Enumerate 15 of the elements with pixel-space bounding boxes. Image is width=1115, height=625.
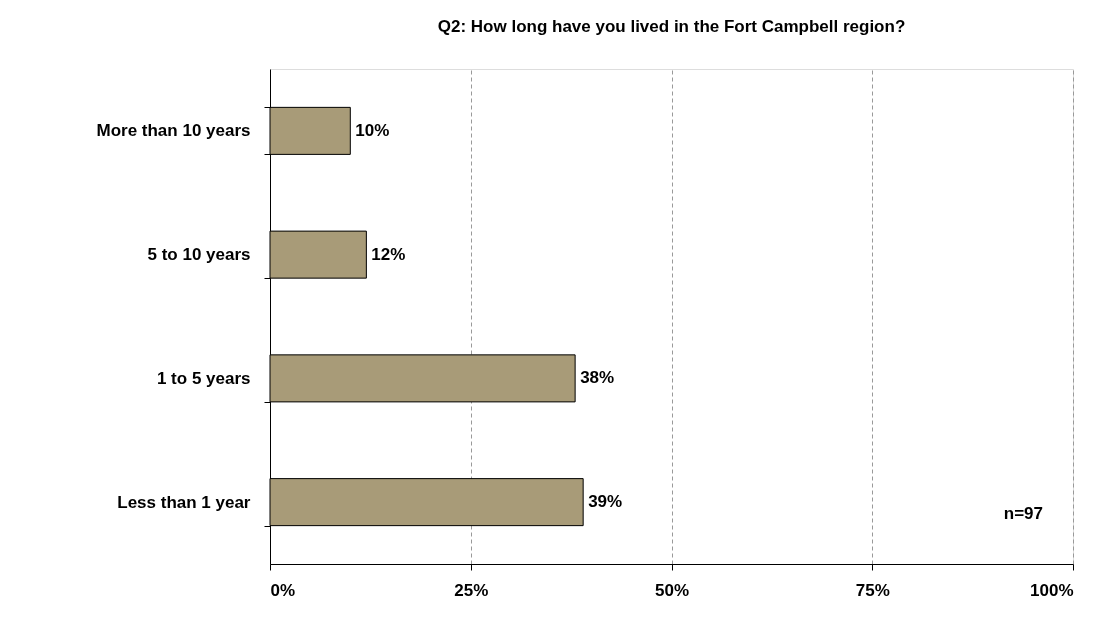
y-tick-label: 5 to 10 years — [147, 245, 251, 265]
x-tick-label: 75% — [855, 580, 890, 600]
y-tick-label: More than 10 years — [96, 121, 251, 141]
annotation: n=97 — [1003, 504, 1043, 523]
chart-title: Q2: How long have you lived in the Fort Campbell region? — [437, 17, 906, 36]
x-tick-label: 0% — [270, 580, 296, 600]
x-tick-label: 25% — [454, 580, 489, 600]
x-tick-label: 100% — [1030, 580, 1074, 600]
data-label: 39% — [588, 492, 623, 512]
data-label: 10% — [355, 120, 390, 140]
y-tick-label: 1 to 5 years — [156, 368, 251, 388]
data-label: 12% — [371, 244, 406, 264]
x-tick-label: 50% — [654, 580, 690, 600]
data-label: 38% — [580, 368, 615, 388]
y-tick-label: Less than 1 year — [117, 492, 251, 512]
